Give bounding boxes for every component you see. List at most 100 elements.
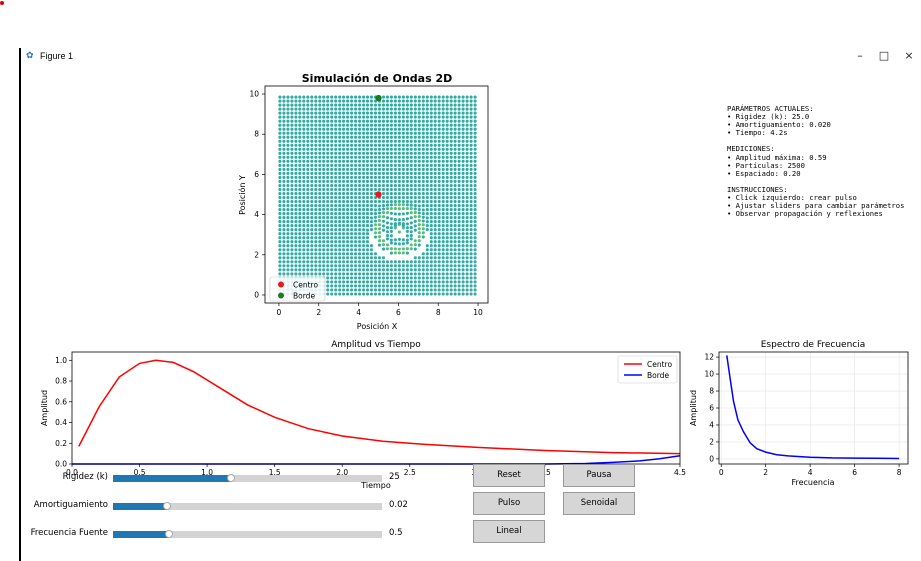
slider-label: Rigidez (k) (62, 472, 108, 482)
particle (326, 99, 330, 103)
particle (369, 240, 374, 244)
particle (326, 115, 330, 119)
particle (389, 292, 393, 296)
window-titlebar[interactable] (22, 48, 921, 66)
particle (433, 288, 437, 292)
particle (401, 155, 405, 159)
slider-handle[interactable] (163, 502, 171, 510)
minimize-button[interactable]: – (857, 49, 863, 62)
particle (294, 272, 298, 276)
particle (358, 248, 362, 252)
particle (429, 256, 433, 260)
particle (445, 143, 449, 147)
particle (397, 191, 401, 196)
particle (369, 183, 374, 188)
particle (310, 256, 314, 260)
particle (465, 115, 469, 119)
particle (306, 248, 310, 252)
senoidal-button[interactable]: Senoidal (563, 492, 635, 515)
particle (457, 127, 461, 131)
particle (294, 208, 298, 212)
particle (290, 232, 294, 236)
particle (326, 236, 330, 240)
particle (306, 123, 310, 127)
particle (417, 264, 421, 268)
particle (385, 234, 390, 238)
particle (401, 95, 405, 99)
particle (290, 236, 294, 240)
particle (354, 95, 358, 99)
particle (330, 175, 334, 179)
particle (350, 264, 354, 268)
particle (437, 256, 441, 260)
particle (389, 251, 393, 255)
particle (326, 111, 330, 115)
particle (445, 139, 449, 143)
slider-track[interactable] (113, 503, 382, 510)
particle (405, 131, 409, 135)
particle (457, 199, 461, 204)
pausa-button[interactable]: Pausa (563, 464, 635, 487)
particle (413, 235, 417, 239)
particle (417, 175, 421, 179)
particle (369, 171, 374, 175)
particle (338, 135, 342, 139)
slider-track[interactable] (113, 475, 382, 482)
particle (461, 244, 465, 248)
particle (365, 220, 370, 224)
slider-track[interactable] (113, 531, 382, 538)
close-button[interactable]: × (904, 49, 914, 62)
amp-ytick-label: 0.4 (55, 418, 67, 427)
particle (350, 228, 354, 232)
maximize-button[interactable]: □ (878, 49, 890, 62)
particle (437, 175, 441, 179)
particle (453, 276, 457, 280)
lineal-button[interactable]: Lineal (473, 520, 545, 543)
particle (409, 264, 413, 268)
particle (294, 95, 298, 99)
particle (326, 216, 330, 220)
particle (413, 163, 417, 167)
particle (306, 244, 310, 248)
particle (334, 236, 338, 240)
particle (282, 127, 286, 131)
particle (373, 135, 378, 139)
particle (469, 268, 473, 272)
particle (445, 208, 449, 212)
pulso-button[interactable]: Pulso (473, 492, 545, 515)
particle (369, 179, 374, 183)
particle (457, 143, 461, 147)
particle (393, 135, 397, 139)
particle (373, 131, 378, 135)
particle (282, 159, 286, 163)
particle (330, 119, 334, 123)
particle (433, 264, 437, 268)
particle (401, 226, 405, 230)
slider-handle[interactable] (165, 530, 173, 538)
particle (421, 143, 425, 147)
particle (429, 135, 433, 139)
particle (302, 127, 306, 131)
particle (310, 151, 314, 155)
particle (417, 199, 421, 204)
particle (314, 199, 318, 204)
particle (306, 119, 310, 123)
particle (453, 240, 457, 244)
particle (354, 256, 358, 260)
particle (469, 240, 473, 244)
particle (465, 240, 469, 244)
slider-handle[interactable] (227, 474, 235, 482)
amp-xtick-label: 2.0 (336, 468, 348, 477)
particle (346, 163, 350, 167)
particle (405, 288, 409, 292)
particle (441, 195, 445, 200)
reset-button[interactable]: Reset (473, 464, 545, 487)
particle (373, 235, 378, 239)
particle (473, 175, 477, 179)
particle (461, 264, 465, 268)
particle (425, 187, 429, 192)
particle (342, 248, 346, 252)
particle (381, 135, 386, 139)
particle (441, 139, 445, 143)
